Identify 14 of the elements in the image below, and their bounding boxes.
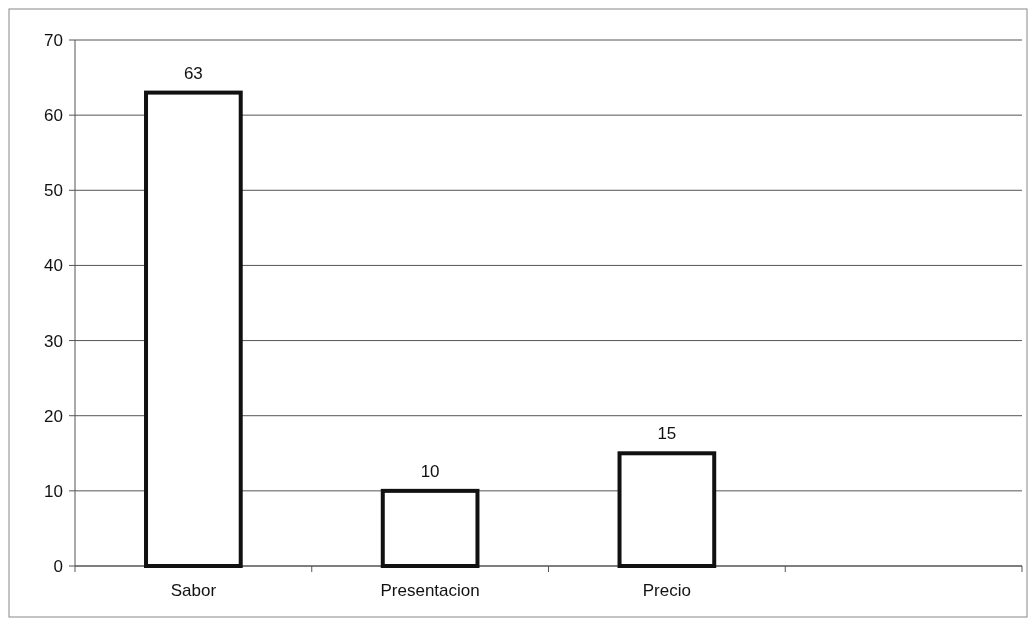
data-label: 15: [657, 424, 677, 444]
data-label: 63: [183, 63, 203, 83]
y-tick-label: 40: [44, 256, 63, 276]
y-tick-label: 50: [44, 181, 63, 201]
x-tick-label: Sabor: [170, 581, 217, 600]
data-label: 10: [420, 461, 440, 481]
x-tick-label: Presentacion: [380, 581, 480, 600]
y-tick-label: 10: [44, 481, 63, 501]
x-tick-label: Precio: [642, 581, 691, 600]
y-tick-label: 20: [44, 406, 63, 426]
y-tick-label: 60: [44, 106, 63, 126]
y-tick-label: 0: [53, 556, 63, 576]
y-tick-label: 30: [44, 331, 63, 351]
y-tick-label: 70: [44, 30, 63, 50]
